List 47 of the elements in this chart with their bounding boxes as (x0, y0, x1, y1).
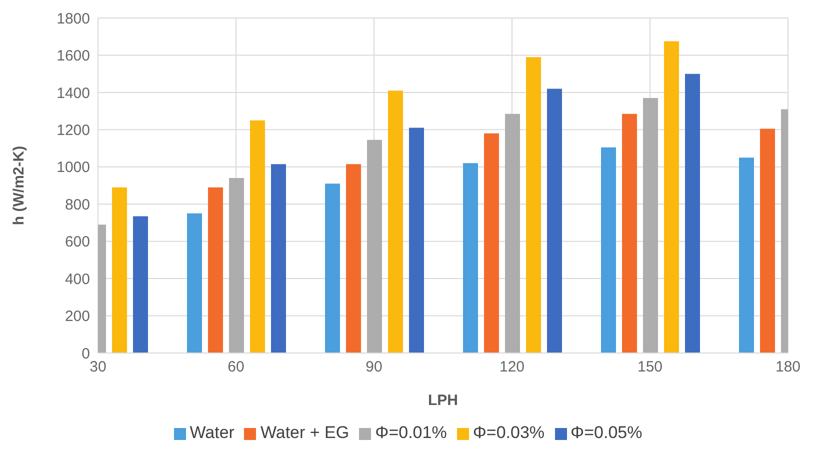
x-tick-label: 30 (90, 358, 106, 376)
y-tick-label: 1000 (56, 159, 90, 176)
bar (409, 128, 424, 353)
legend-label: Water + EG (260, 423, 350, 442)
x-axis-title: LPH (428, 392, 458, 409)
y-tick-label: 1800 (56, 10, 90, 28)
bar (685, 74, 700, 353)
bar (484, 133, 499, 353)
legend-label: Φ=0.01% (375, 423, 447, 442)
bar (388, 90, 403, 353)
y-axis-title: h (W/m2-K) (10, 146, 28, 226)
x-tick-label: 150 (637, 358, 663, 376)
y-tick-label: 0 (82, 345, 90, 362)
y-tick-label: 600 (64, 234, 90, 251)
y-tick-label: 1600 (56, 48, 90, 65)
x-tick-label: 120 (499, 358, 525, 376)
bar (250, 120, 265, 353)
bar (271, 164, 286, 353)
y-tick-label: 400 (64, 270, 90, 288)
bar (622, 114, 637, 353)
x-tick-label: 180 (775, 358, 801, 376)
y-tick-label: 1400 (56, 84, 90, 102)
y-tick-label: 200 (64, 308, 90, 326)
bar (643, 98, 658, 353)
bar (112, 187, 127, 353)
y-tick-label: 800 (64, 196, 90, 214)
bar (505, 114, 520, 353)
x-tick-label: 90 (366, 358, 382, 376)
bar (760, 128, 775, 353)
y-tick-label: 1200 (56, 122, 90, 139)
legend-label: Φ=0.05% (570, 423, 642, 442)
bar (526, 57, 541, 353)
bar (547, 88, 562, 353)
legend-label: Water (190, 423, 234, 442)
bar (664, 41, 679, 353)
bar (463, 163, 478, 353)
bar (133, 216, 148, 353)
bar (325, 184, 340, 353)
bar (229, 178, 244, 353)
bar (208, 187, 223, 353)
bar (346, 164, 361, 353)
bar (187, 213, 202, 353)
x-tick-label: 60 (228, 358, 244, 376)
bar (367, 140, 382, 353)
legend-label: Φ=0.03% (472, 423, 545, 442)
bar (739, 158, 754, 353)
bar (601, 147, 616, 353)
